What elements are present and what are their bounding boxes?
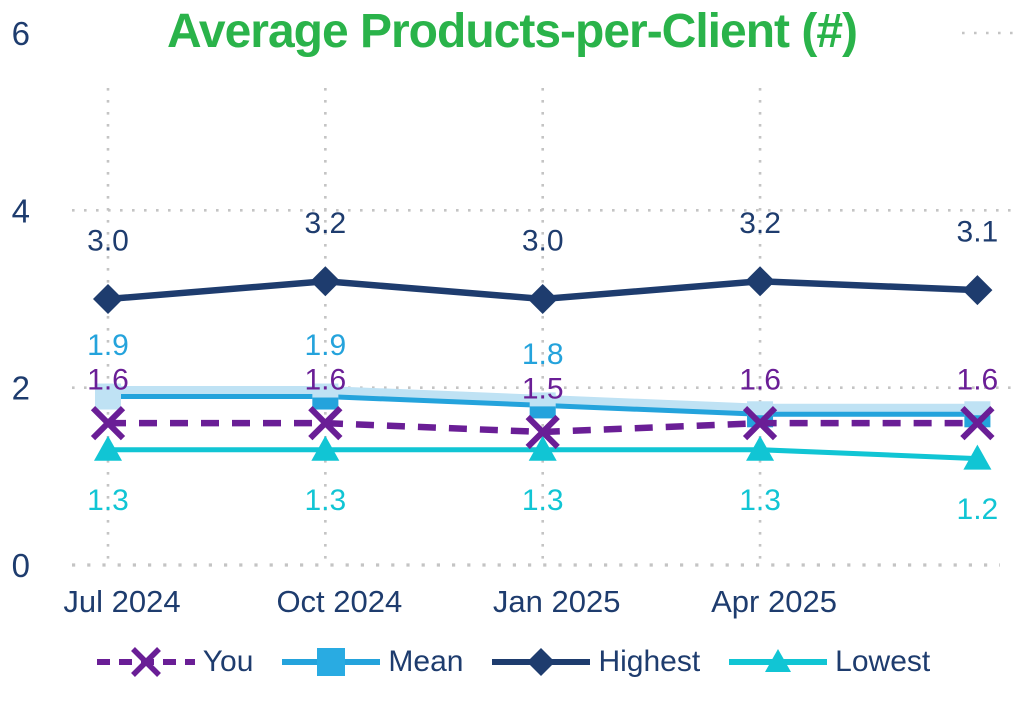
legend-lowest-sample-shape xyxy=(765,649,792,672)
legend-label-highest: Highest xyxy=(598,645,701,678)
y-tick-label: 4 xyxy=(12,192,30,229)
series-lowest-marker xyxy=(963,444,992,470)
legend-item-you: You xyxy=(94,640,254,684)
series-lowest-marker xyxy=(311,435,340,461)
chart-legend: You Mean Highest Lowest xyxy=(0,640,1024,684)
series-lowest-data-label: 1.2 xyxy=(957,493,999,526)
y-tick-label: 6 xyxy=(12,15,30,52)
series-highest-data-label: 3.2 xyxy=(304,207,346,240)
series-you-marker xyxy=(90,406,126,441)
series-lowest-data-label: 1.3 xyxy=(304,484,346,517)
series-mean-data-label: 1.9 xyxy=(87,329,129,362)
legend-you-sample-shape xyxy=(130,647,161,677)
chart-title: Average Products-per-Client (#) xyxy=(166,5,858,58)
x-axis-label: Oct 2024 xyxy=(276,584,402,619)
series-you-data-label: 1.6 xyxy=(957,364,999,397)
series-highest-marker xyxy=(527,283,558,314)
series-lowest-data-label: 1.3 xyxy=(522,484,564,517)
legend-highest-sample-icon xyxy=(492,648,591,676)
series-highest-data-label: 3.0 xyxy=(87,224,129,257)
series-lowest-marker xyxy=(528,435,557,461)
series-highest-marker xyxy=(310,266,341,297)
series-you-marker xyxy=(308,406,343,441)
legend-label-mean: Mean xyxy=(388,645,464,678)
series-highest-data-label: 3.1 xyxy=(957,216,999,249)
series-highest-marker xyxy=(745,266,776,297)
series-mean-marker xyxy=(312,397,339,410)
series-mean-marker xyxy=(95,383,121,410)
legend-item-lowest: Lowest xyxy=(726,640,930,684)
legend-lowest-sample-icon xyxy=(729,649,828,672)
series-mean-data-label: 1.8 xyxy=(522,338,564,371)
legend-mean-sample-shape xyxy=(317,648,346,676)
legend-item-mean: Mean xyxy=(279,640,463,684)
series-you-data-label: 1.6 xyxy=(87,364,129,397)
series-highest-marker xyxy=(962,275,993,306)
legend-you-sample-icon xyxy=(96,647,195,677)
legend-highest-sample-shape xyxy=(527,648,556,676)
legend-label-you: You xyxy=(202,645,254,678)
legend-item-highest: Highest xyxy=(489,640,700,684)
series-highest-data-label: 3.0 xyxy=(522,224,564,257)
series-you-data-label: 1.6 xyxy=(304,364,346,397)
series-you-marker xyxy=(525,414,560,450)
series-lowest-marker xyxy=(94,435,122,461)
x-axis-label: Apr 2025 xyxy=(711,584,837,619)
x-axis-label: Jan 2025 xyxy=(493,584,621,619)
series-mean-marker xyxy=(529,406,556,419)
series-highest-marker xyxy=(93,283,123,314)
series-highest-data-label: 3.2 xyxy=(739,207,781,240)
y-tick-label: 2 xyxy=(12,370,30,407)
series-mean-data-label: 1.9 xyxy=(304,329,346,362)
legend-mean-sample-icon xyxy=(282,648,381,676)
series-you-data-label: 1.5 xyxy=(522,372,564,405)
legend-label-lowest: Lowest xyxy=(835,645,931,678)
series-lowest-marker xyxy=(746,435,775,461)
y-tick-label: 0 xyxy=(12,547,30,584)
series-you-data-label: 1.6 xyxy=(739,364,781,397)
series-you-marker xyxy=(742,406,778,441)
series-lowest-data-label: 1.3 xyxy=(739,484,781,517)
series-you-marker xyxy=(960,406,995,441)
series-lowest-data-label: 1.3 xyxy=(87,484,129,517)
x-axis-label: Jul 2024 xyxy=(63,584,180,619)
